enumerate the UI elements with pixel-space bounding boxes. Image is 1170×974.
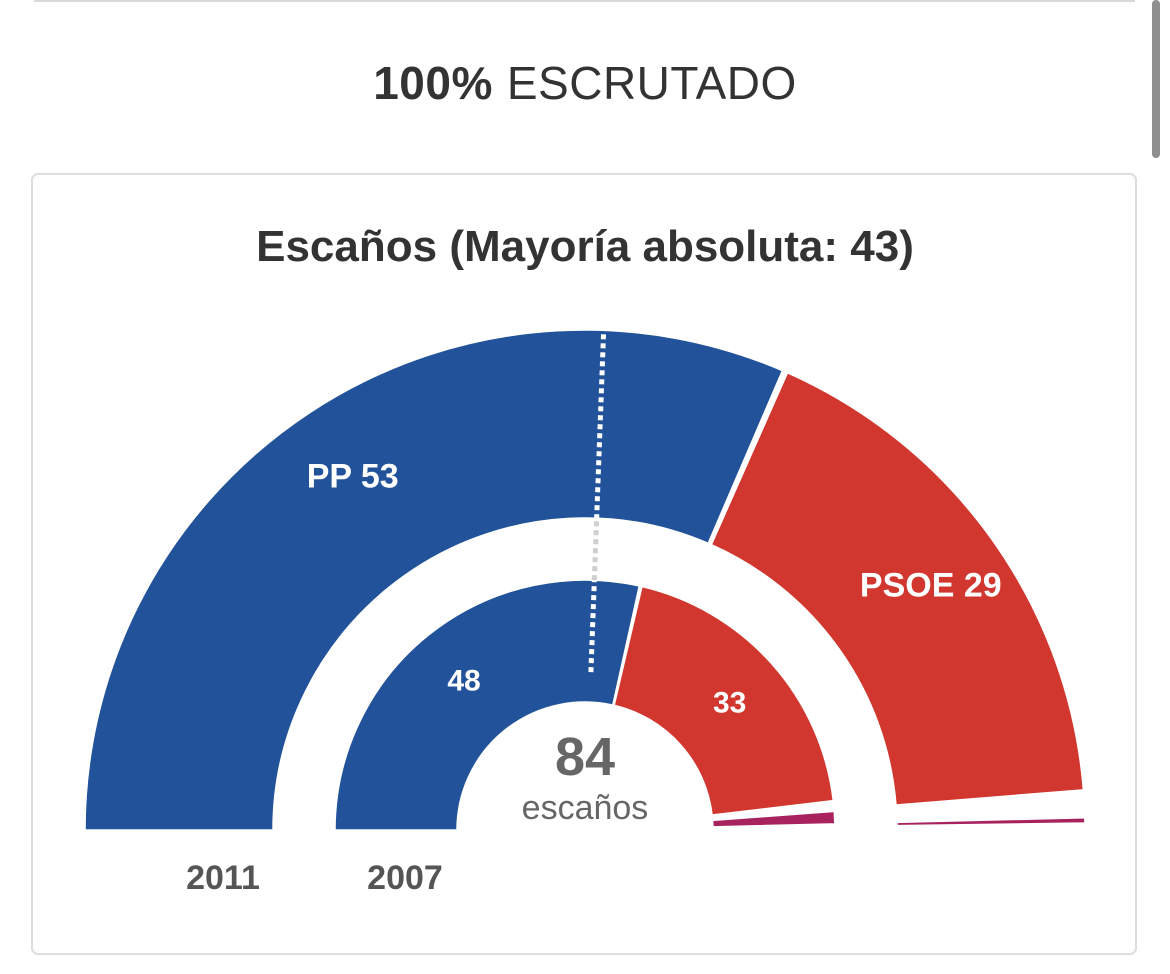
chart-title: Escaños (Mayoría absoluta: 43) <box>256 222 914 271</box>
majority-line <box>588 326 607 673</box>
seat-label-2007-psoe: 33 <box>713 687 746 720</box>
seat-segment-2011-psoe <box>710 372 1085 806</box>
scrollbar[interactable] <box>1152 0 1160 158</box>
year-label-2007: 2007 <box>367 859 443 897</box>
seat-segment-2007-pp <box>334 579 641 831</box>
total-seats-label: escaños <box>522 789 649 827</box>
year-label-2011: 2011 <box>186 859 260 897</box>
seat-segment-2011-other-3 <box>896 817 1086 827</box>
counted-percent: 100% <box>373 57 493 109</box>
seat-label-2011-psoe: PSOE 29 <box>860 567 1002 605</box>
counted-status: 100% ESCRUTADO <box>0 56 1170 110</box>
seat-label-2007-pp: 48 <box>447 664 480 697</box>
seat-label-2011-pp: PP 53 <box>307 457 399 495</box>
top-divider <box>34 0 1135 2</box>
seat-segment-2007-other-2 <box>711 810 836 828</box>
seat-segment-2011-other-2 <box>895 807 1086 818</box>
seat-segment-2007-psoe <box>613 585 835 816</box>
total-seats-value: 84 <box>555 727 615 787</box>
majority-line-gap <box>591 518 600 581</box>
counted-label: ESCRUTADO <box>506 57 797 109</box>
seat-segment-2011-pp <box>84 329 784 831</box>
